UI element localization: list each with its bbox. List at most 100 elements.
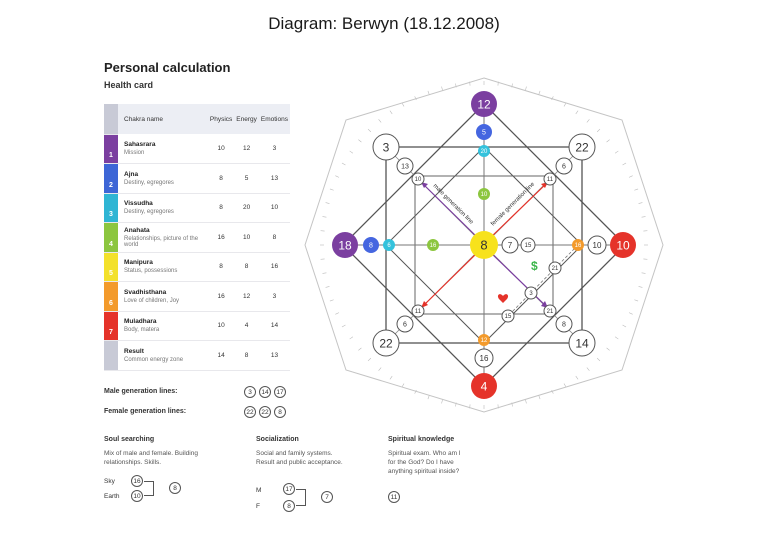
money-line	[507, 244, 579, 317]
node-circle	[396, 157, 414, 175]
chakra-row: 7 Muladhara Body, matera 10 4 14	[104, 311, 290, 341]
node-circle	[568, 133, 596, 161]
node-value: 15	[505, 314, 512, 320]
male-generation-label: Male generation lines:	[104, 388, 178, 395]
node-value: 8	[480, 238, 487, 253]
ring-tick	[367, 357, 372, 362]
ring-tick	[414, 96, 417, 101]
node-circle	[411, 172, 425, 186]
node-value: 18	[338, 238, 352, 252]
emotions-cell: 10	[258, 193, 290, 223]
sky-value: 16	[131, 475, 143, 487]
node-circle	[471, 373, 497, 399]
diagram-node-left-3: 6	[383, 239, 395, 251]
node-circle	[383, 239, 395, 251]
node-circle	[478, 145, 490, 157]
node-value: 7	[508, 241, 513, 250]
chakra-desc: Status, possessions	[124, 268, 178, 275]
node-circle	[501, 309, 515, 323]
chakra-row: 4 Anahata Relationships, picture of the wo…	[104, 222, 290, 253]
ring-tick	[641, 272, 646, 274]
ring-tick	[538, 395, 541, 400]
chakra-desc: Love of children, Joy	[124, 297, 180, 304]
male-line-label: male generation line	[432, 183, 475, 226]
node-circle	[543, 304, 557, 318]
ring-tick	[525, 86, 527, 91]
ring-tick	[563, 102, 567, 107]
chakra-name: Vissudha	[124, 200, 153, 208]
chakra-row: 6 Svadhisthana Love of children, Joy 16 12 3	[104, 281, 290, 312]
chakra-color-bar	[104, 340, 118, 371]
chakra-color-bar: 1	[104, 134, 118, 164]
ring-tick	[641, 216, 646, 218]
node-value: 10	[593, 241, 602, 250]
node-circle	[476, 124, 492, 140]
node-circle	[470, 231, 498, 259]
emotions-cell: 3	[258, 134, 290, 164]
physics-cell: 8	[207, 193, 235, 223]
chakra-name-cell: Result Common energy zone	[118, 340, 208, 371]
ring-tick	[634, 299, 639, 302]
spiritual-title: Spiritual knowledge	[388, 436, 455, 443]
ring-tick	[325, 286, 330, 288]
col-physics: Physics	[207, 104, 235, 134]
spiritual-text: Spiritual exam. Who am I for the God? Do…	[388, 450, 461, 475]
social-title: Socialization	[256, 436, 299, 443]
node-value: 16	[575, 243, 582, 249]
ring-tick	[335, 312, 340, 315]
diagram-node-left-4: 16	[427, 239, 439, 251]
ring-tick	[575, 110, 579, 115]
social-bracket	[296, 489, 306, 506]
ring-tick	[349, 150, 354, 154]
ring-tick	[538, 90, 541, 95]
node-circle	[520, 237, 536, 253]
ring-tick	[596, 128, 601, 133]
energy-cell: 12	[234, 281, 259, 312]
ring-tick	[606, 347, 610, 351]
energy-cell: 4	[234, 311, 259, 341]
physics-cell: 16	[207, 281, 235, 312]
physics-cell: 10	[207, 311, 235, 341]
node-value: 22	[379, 336, 393, 350]
ring-tick	[622, 324, 627, 328]
heart-icon	[497, 294, 509, 303]
ring-tick	[525, 399, 527, 404]
node-value: 8	[562, 322, 566, 329]
ring-tick	[349, 336, 354, 340]
node-value: 16	[430, 243, 437, 249]
node-circle	[610, 232, 636, 258]
chakra-color-bar: 3	[104, 193, 118, 223]
node-circle	[332, 232, 358, 258]
m-label: M	[256, 487, 262, 494]
chakra-name: Manipura	[124, 259, 153, 267]
ring-tick	[329, 188, 334, 191]
ring-tick	[586, 367, 590, 371]
chakra-name: Anahata	[124, 226, 150, 234]
female-gen-value: 8	[274, 406, 286, 418]
diagram-node-top-2: 5	[476, 124, 492, 140]
node-value: 6	[562, 164, 566, 171]
energy-cell: 10	[234, 222, 259, 253]
lower-violet-arrow	[489, 251, 549, 309]
ring-tick	[358, 139, 362, 143]
sky-label: Sky	[104, 478, 115, 485]
ring-tick	[575, 375, 579, 380]
ring-tick	[441, 86, 443, 91]
node-value: 13	[401, 164, 409, 171]
social-text: Social and family systems. Result and pu…	[256, 450, 343, 466]
ring-tick	[378, 367, 382, 371]
spiritual-result: 11	[388, 491, 400, 503]
node-value: 11	[547, 177, 554, 183]
chakra-name: Svadhisthana	[124, 288, 167, 296]
diagram-node-right: 10	[610, 232, 636, 258]
chakra-color-bar: 6	[104, 281, 118, 312]
node-value: 10	[415, 177, 422, 183]
diagram-node-center-right-2: 15	[520, 237, 536, 253]
chakra-row: 1 Sahasrara Mission 10 12 3	[104, 134, 290, 164]
node-layer: 12 5 20 10 8 12 16 4 18 8 6 16 10 10 16 7 15 3 22 22 14 13 10 6…	[332, 91, 636, 399]
chakra-name: Ajna	[124, 170, 139, 178]
diagram-node-tl-inner2: 10	[411, 172, 425, 186]
f-label: F	[256, 503, 260, 510]
diagram-node-bl-inner2: 11	[411, 304, 425, 318]
chakra-name-cell: Muladhara Body, matera	[118, 311, 208, 341]
